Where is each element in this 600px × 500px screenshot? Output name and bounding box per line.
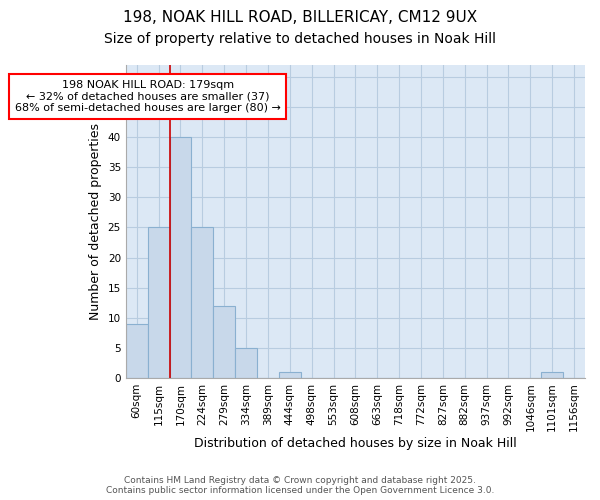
Text: Size of property relative to detached houses in Noak Hill: Size of property relative to detached ho…	[104, 32, 496, 46]
Text: 198 NOAK HILL ROAD: 179sqm
← 32% of detached houses are smaller (37)
68% of semi: 198 NOAK HILL ROAD: 179sqm ← 32% of deta…	[15, 80, 281, 113]
Bar	[126, 324, 148, 378]
Bar	[148, 228, 170, 378]
Bar	[191, 228, 213, 378]
Text: Contains HM Land Registry data © Crown copyright and database right 2025.
Contai: Contains HM Land Registry data © Crown c…	[106, 476, 494, 495]
Text: 198, NOAK HILL ROAD, BILLERICAY, CM12 9UX: 198, NOAK HILL ROAD, BILLERICAY, CM12 9U…	[123, 10, 477, 25]
Bar	[235, 348, 257, 378]
Bar	[170, 137, 191, 378]
X-axis label: Distribution of detached houses by size in Noak Hill: Distribution of detached houses by size …	[194, 437, 517, 450]
Bar	[213, 306, 235, 378]
Bar	[279, 372, 301, 378]
Bar	[541, 372, 563, 378]
Y-axis label: Number of detached properties: Number of detached properties	[89, 123, 102, 320]
